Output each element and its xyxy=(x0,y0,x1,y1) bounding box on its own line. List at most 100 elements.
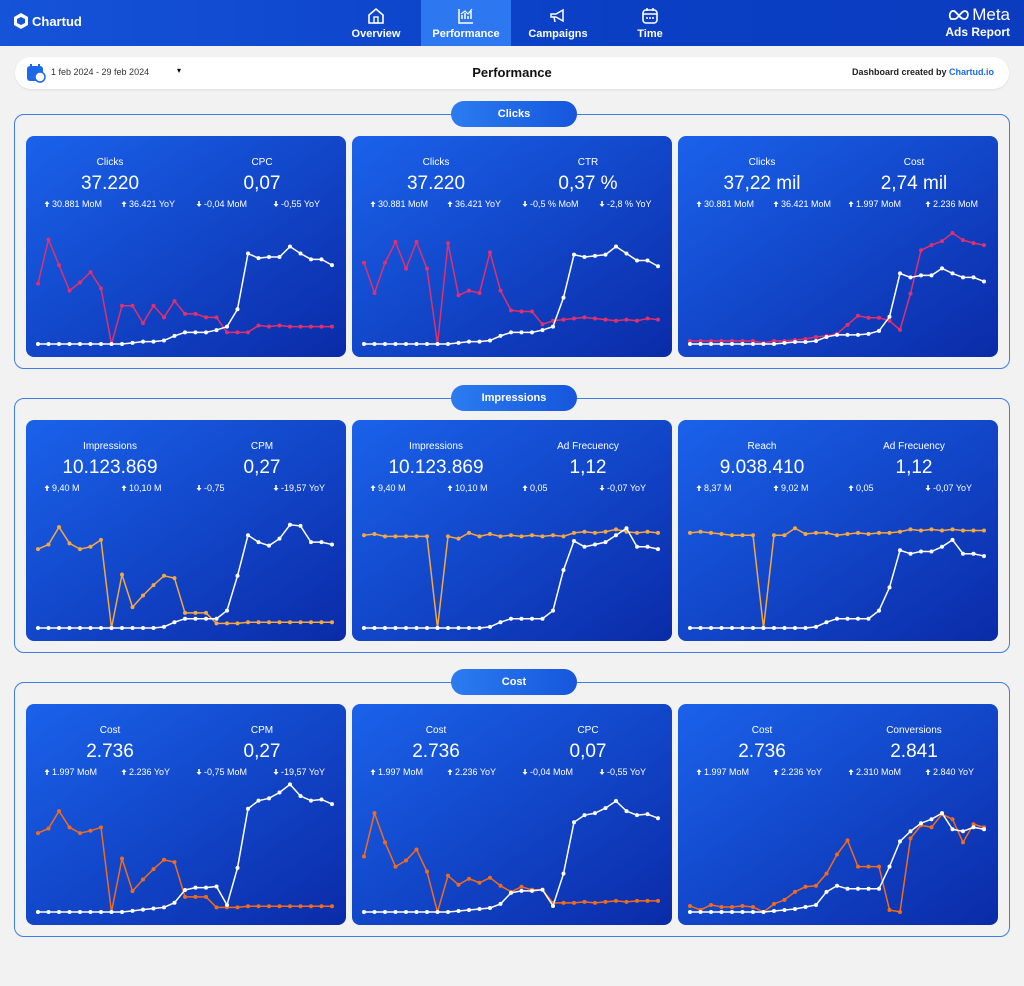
data-point xyxy=(162,624,166,629)
data-point xyxy=(99,537,103,542)
data-point xyxy=(309,540,313,545)
kpi-card: Cost 2.736 1.997 MoM 2.236 YoY CPM 0,27 -0,75 … xyxy=(26,704,346,925)
data-point xyxy=(456,882,461,887)
data-point xyxy=(540,887,545,892)
data-point xyxy=(383,840,387,845)
data-point xyxy=(845,332,850,337)
card-bg xyxy=(26,420,346,641)
data-point xyxy=(46,342,51,346)
kpi-card: Impressions 10.123.869 9,40 M 10,10 M Ad Fre… xyxy=(352,420,672,641)
data-point xyxy=(614,244,618,249)
data-point xyxy=(183,330,187,335)
data-point xyxy=(803,532,808,537)
data-point xyxy=(256,256,261,261)
nav-label[interactable]: Performance xyxy=(432,28,500,40)
data-point xyxy=(277,323,282,328)
delta-arrow xyxy=(273,201,279,207)
data-point xyxy=(120,303,124,308)
data-point xyxy=(288,324,292,329)
nav-label[interactable]: Campaigns xyxy=(528,28,588,40)
data-point xyxy=(67,825,72,830)
data-point xyxy=(950,827,955,832)
data-point xyxy=(593,253,597,258)
kpi-card: Impressions 10.123.869 9,40 M 10,10 M CPM 0,2… xyxy=(26,420,346,641)
data-point xyxy=(919,528,923,533)
delta-arrow xyxy=(599,769,605,775)
data-point xyxy=(404,534,408,539)
data-point xyxy=(961,275,965,280)
nav-item[interactable]: Performance xyxy=(421,0,511,46)
data-point xyxy=(519,534,524,539)
nav-item[interactable]: Time xyxy=(605,0,695,46)
data-point xyxy=(540,328,545,333)
data-point xyxy=(435,626,440,630)
data-point xyxy=(950,537,955,542)
data-point xyxy=(372,910,377,914)
nav-item[interactable]: Overview xyxy=(331,0,421,46)
nav-label[interactable]: Time xyxy=(637,28,663,40)
data-point xyxy=(467,288,471,293)
data-point xyxy=(740,533,745,538)
data-point xyxy=(572,530,576,535)
data-point xyxy=(793,339,797,344)
data-point xyxy=(824,334,829,339)
data-point xyxy=(561,871,566,876)
data-point xyxy=(362,854,366,859)
delta-arrow xyxy=(44,769,50,775)
data-point xyxy=(845,886,850,891)
data-point xyxy=(656,317,660,322)
credit-link[interactable]: Chartud.io xyxy=(949,67,994,77)
data-point xyxy=(88,270,93,275)
data-point xyxy=(130,889,135,894)
data-point xyxy=(793,526,797,531)
data-point xyxy=(162,573,166,578)
data-point xyxy=(456,626,461,630)
data-point xyxy=(593,900,597,905)
data-point xyxy=(698,910,703,914)
dropdown-caret[interactable]: ▾ xyxy=(177,66,182,75)
data-point xyxy=(288,244,292,249)
data-point xyxy=(235,621,240,626)
data-point xyxy=(530,888,534,893)
data-point xyxy=(288,782,292,787)
nav-label[interactable]: Overview xyxy=(351,28,401,40)
data-point xyxy=(614,318,618,323)
date-range[interactable]: 1 feb 2024 - 29 feb 2024 xyxy=(51,67,150,77)
delta-arrow xyxy=(196,201,202,207)
data-point xyxy=(130,605,135,610)
data-point xyxy=(298,251,303,256)
data-point xyxy=(246,251,250,256)
data-point xyxy=(362,910,366,914)
delta-arrow xyxy=(447,769,453,775)
data-point xyxy=(877,608,881,613)
data-point xyxy=(645,316,650,321)
data-point xyxy=(919,821,923,826)
data-point xyxy=(866,886,871,891)
data-point xyxy=(551,903,555,908)
card-svg: Clicks 37,22 mil 30.881 MoM 36.421 MoM Cost 2… xyxy=(678,136,998,357)
card-bg xyxy=(678,136,998,357)
metric-label: CPM xyxy=(251,441,273,452)
data-point xyxy=(383,910,387,914)
data-point xyxy=(961,238,965,243)
data-point xyxy=(183,610,187,615)
nav-item[interactable]: Campaigns xyxy=(513,0,603,46)
data-point xyxy=(393,910,398,914)
data-point xyxy=(88,342,93,346)
data-point xyxy=(887,530,892,535)
data-point xyxy=(961,840,965,845)
data-point xyxy=(151,583,156,588)
data-point xyxy=(67,541,72,546)
data-point xyxy=(393,864,398,869)
data-point xyxy=(940,266,944,271)
data-point xyxy=(709,342,713,346)
data-point xyxy=(929,549,934,554)
data-point xyxy=(330,542,334,547)
data-point xyxy=(845,838,850,843)
data-point xyxy=(772,908,776,913)
data-point xyxy=(393,342,398,346)
calendar-icon[interactable] xyxy=(26,63,46,83)
data-point xyxy=(856,313,860,318)
data-point xyxy=(456,340,461,345)
